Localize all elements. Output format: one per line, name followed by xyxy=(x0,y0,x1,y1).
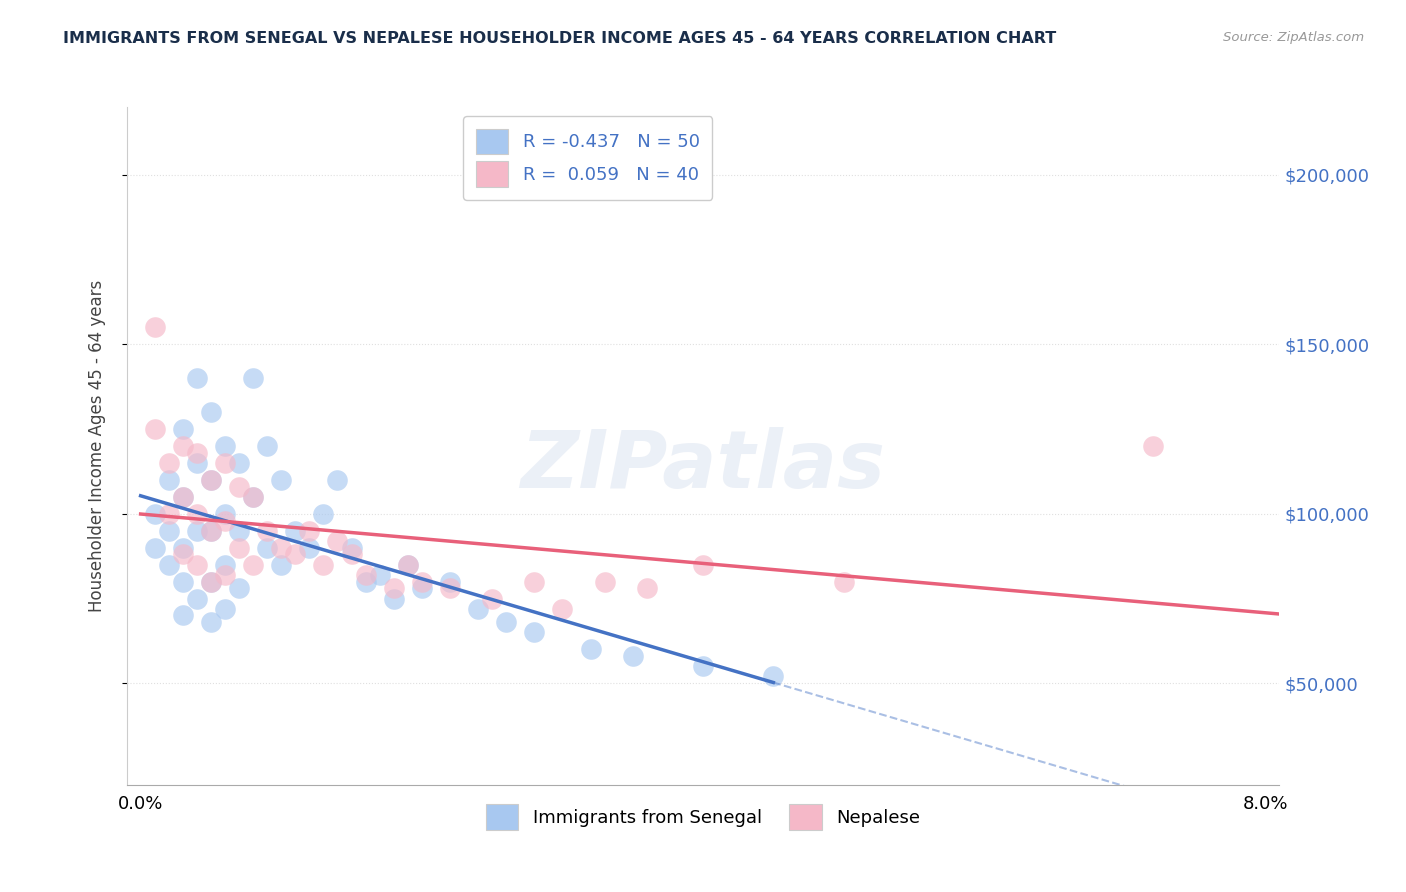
Point xyxy=(186,371,208,385)
Point xyxy=(242,558,264,572)
Point xyxy=(214,439,236,453)
Point xyxy=(439,582,461,596)
Point xyxy=(284,524,307,538)
Point xyxy=(256,439,278,453)
Point xyxy=(157,507,180,521)
Point xyxy=(270,541,292,555)
Point xyxy=(298,524,321,538)
Point xyxy=(579,642,602,657)
Point xyxy=(143,422,166,436)
Point xyxy=(242,490,264,504)
Text: IMMIGRANTS FROM SENEGAL VS NEPALESE HOUSEHOLDER INCOME AGES 45 - 64 YEARS CORREL: IMMIGRANTS FROM SENEGAL VS NEPALESE HOUS… xyxy=(63,31,1056,46)
Point xyxy=(495,615,517,630)
Text: Source: ZipAtlas.com: Source: ZipAtlas.com xyxy=(1223,31,1364,45)
Point xyxy=(200,524,222,538)
Point xyxy=(157,524,180,538)
Point xyxy=(186,456,208,470)
Point xyxy=(382,591,405,606)
Point xyxy=(186,558,208,572)
Point xyxy=(172,422,194,436)
Point xyxy=(200,574,222,589)
Point xyxy=(214,507,236,521)
Point xyxy=(382,582,405,596)
Point xyxy=(214,456,236,470)
Point xyxy=(228,582,250,596)
Point xyxy=(186,591,208,606)
Point xyxy=(481,591,503,606)
Point xyxy=(143,507,166,521)
Point xyxy=(354,574,377,589)
Point xyxy=(467,601,489,615)
Point xyxy=(172,490,194,504)
Point xyxy=(326,473,349,487)
Point xyxy=(621,649,644,664)
Point xyxy=(143,541,166,555)
Point xyxy=(228,524,250,538)
Point xyxy=(439,574,461,589)
Point xyxy=(214,567,236,582)
Point xyxy=(214,601,236,615)
Point xyxy=(228,541,250,555)
Point xyxy=(340,548,363,562)
Point xyxy=(762,669,785,683)
Point xyxy=(523,625,546,640)
Point xyxy=(157,456,180,470)
Point xyxy=(186,507,208,521)
Point xyxy=(636,582,658,596)
Point xyxy=(284,548,307,562)
Point xyxy=(186,446,208,460)
Point xyxy=(593,574,616,589)
Point xyxy=(200,473,222,487)
Legend: Immigrants from Senegal, Nepalese: Immigrants from Senegal, Nepalese xyxy=(478,797,928,837)
Point xyxy=(298,541,321,555)
Point xyxy=(312,558,335,572)
Point xyxy=(312,507,335,521)
Point xyxy=(256,541,278,555)
Point xyxy=(143,320,166,334)
Point xyxy=(172,490,194,504)
Point xyxy=(551,601,574,615)
Point xyxy=(157,473,180,487)
Point xyxy=(200,405,222,419)
Text: ZIPatlas: ZIPatlas xyxy=(520,427,886,506)
Point xyxy=(214,514,236,528)
Point xyxy=(340,541,363,555)
Point xyxy=(200,524,222,538)
Point xyxy=(326,533,349,548)
Point xyxy=(368,567,391,582)
Point xyxy=(172,439,194,453)
Point xyxy=(200,473,222,487)
Point xyxy=(172,548,194,562)
Point xyxy=(832,574,855,589)
Point xyxy=(692,659,714,673)
Point xyxy=(1142,439,1164,453)
Point xyxy=(411,582,433,596)
Point xyxy=(270,473,292,487)
Point xyxy=(172,608,194,623)
Point xyxy=(256,524,278,538)
Point xyxy=(214,558,236,572)
Point xyxy=(411,574,433,589)
Point xyxy=(242,490,264,504)
Point xyxy=(186,524,208,538)
Point xyxy=(396,558,419,572)
Point xyxy=(242,371,264,385)
Point xyxy=(354,567,377,582)
Point xyxy=(692,558,714,572)
Point xyxy=(200,574,222,589)
Point xyxy=(523,574,546,589)
Point xyxy=(172,574,194,589)
Point xyxy=(270,558,292,572)
Point xyxy=(157,558,180,572)
Y-axis label: Householder Income Ages 45 - 64 years: Householder Income Ages 45 - 64 years xyxy=(87,280,105,612)
Point xyxy=(396,558,419,572)
Point xyxy=(228,480,250,494)
Point xyxy=(172,541,194,555)
Point xyxy=(200,615,222,630)
Point xyxy=(228,456,250,470)
